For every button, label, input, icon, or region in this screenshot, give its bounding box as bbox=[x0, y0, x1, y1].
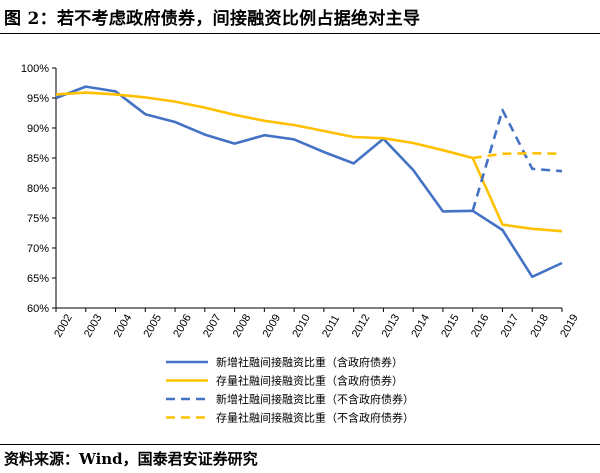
y-tick-label: 70% bbox=[27, 243, 49, 255]
x-tick-label: 2015 bbox=[439, 312, 462, 339]
y-tick-label: 65% bbox=[27, 273, 49, 285]
x-tick-label: 2009 bbox=[261, 312, 284, 339]
series-lines bbox=[55, 85, 563, 279]
source-rule bbox=[0, 444, 600, 445]
x-tick-label: 2011 bbox=[320, 313, 342, 339]
y-tick-label: 80% bbox=[27, 183, 49, 195]
title-rule bbox=[0, 33, 600, 34]
chart-title: 图 2：若不考虑政府债券，间接融资比例占据绝对主导 bbox=[4, 9, 421, 29]
x-tick-label: 2007 bbox=[201, 312, 224, 339]
y-tick-label: 75% bbox=[27, 213, 49, 225]
line-chart: 60%65%70%75%80%85%90%95%100% 2002 2003 200… bbox=[21, 63, 581, 425]
x-tick-label: 2003 bbox=[82, 312, 105, 339]
series-line-3 bbox=[471, 108, 563, 212]
x-axis-tick-labels: 2002 2003 2004 2005 2006 2007 2008 2009 2010 2011… bbox=[52, 312, 581, 339]
x-tick-label: 2012 bbox=[350, 312, 373, 339]
legend-label-1: 新增社融间接融资比重（含政府债券） bbox=[216, 355, 403, 369]
y-tick-label: 95% bbox=[27, 93, 49, 105]
x-tick-label: 2008 bbox=[231, 312, 254, 339]
y-tick-label: 60% bbox=[27, 303, 49, 315]
chart-legend: 新增社融间接融资比重（含政府债券） 存量社融间接融资比重（含政府债券） 新增社融间接… bbox=[166, 355, 414, 425]
x-tick-label: 2010 bbox=[290, 312, 313, 339]
y-tick-label: 100% bbox=[21, 63, 49, 75]
x-tick-label: 2019 bbox=[558, 312, 581, 339]
x-tick-label: 2005 bbox=[141, 312, 164, 339]
x-tick-label: 2002 bbox=[52, 312, 75, 339]
x-tick-label: 2014 bbox=[409, 312, 432, 339]
x-tick-label: 2018 bbox=[528, 312, 551, 339]
legend-label-2: 存量社融间接融资比重（含政府债券） bbox=[216, 374, 403, 388]
x-tick-label: 2016 bbox=[469, 312, 492, 339]
x-tick-label: 2006 bbox=[171, 312, 194, 339]
x-tick-label: 2017 bbox=[499, 312, 522, 339]
y-tick-label: 90% bbox=[27, 123, 49, 135]
source-note: 资料来源：Wind，国泰君安证券研究 bbox=[4, 450, 258, 468]
series-line-2 bbox=[55, 91, 563, 233]
series-line-1 bbox=[55, 85, 563, 279]
y-tick-label: 85% bbox=[27, 153, 49, 165]
x-tick-label: 2004 bbox=[112, 312, 135, 339]
x-tick-label: 2013 bbox=[380, 312, 403, 339]
series-line-4 bbox=[472, 151, 563, 160]
legend-label-3: 新增社融间接融资比重（不含政府债券） bbox=[216, 392, 414, 406]
legend-label-4: 存量社融间接融资比重（不含政府债券） bbox=[216, 411, 414, 425]
chart-axes bbox=[52, 67, 563, 312]
y-axis-tick-labels: 60% 65% 70% 75% 80% 85% 90% 95% 100% bbox=[21, 63, 49, 315]
